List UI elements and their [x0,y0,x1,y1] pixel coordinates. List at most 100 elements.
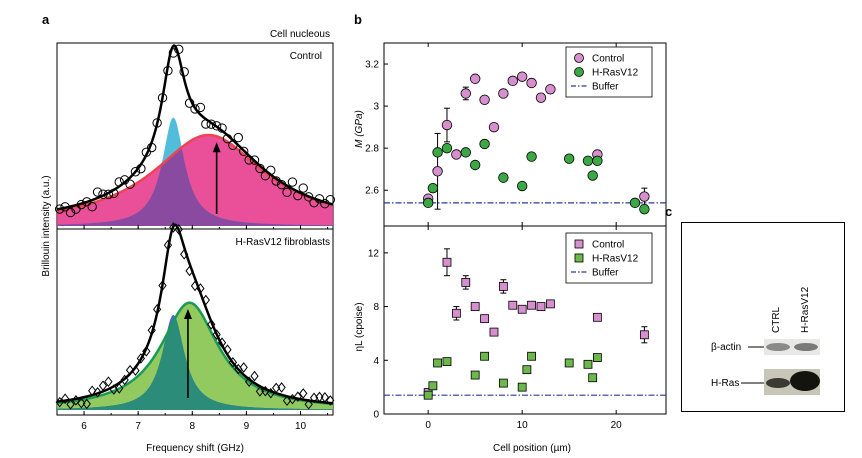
data-point [587,170,598,181]
spectrum-y-axis-label: Brillouin intensity (a.u.) [41,175,52,276]
spectrum-data-point [287,177,298,187]
legend-label: H-RasV12 [592,68,639,79]
data-point [545,299,555,309]
legend-marker [574,253,584,263]
panel-label-b: b [354,12,362,27]
data-point [422,197,434,209]
spectrum-arrow-head [212,142,221,153]
data-point [564,358,574,368]
modulus-chart: 2.6 2.8 3 3.2 Control H-RasV12 Buffer [365,42,667,227]
spectrum-peak-broad [57,135,333,226]
spectrum-data-point [60,393,70,405]
spectrum-data-point [66,398,75,410]
data-point [508,300,518,310]
spectrum-data-point [250,370,259,382]
blot-band-actin-ctrl [766,343,790,351]
spectrum-data-point [298,183,308,193]
spectrum-data-point [92,187,103,197]
scatter-y-tick-label: 3.2 [365,60,379,71]
spectrum-fit-curve [56,44,334,211]
legend-marker [574,67,584,77]
data-point [442,257,452,267]
spectrum-broad-envelope [56,301,334,406]
data-point [441,119,453,131]
spectrum-x-axis-label: Frequency shift (GHz) [146,443,244,454]
viscosity-chart: 0 4 8 12 0 10 20 Control H-RasV12 Buffer [368,225,667,431]
panel-label-a: a [42,12,50,27]
legend-marker [574,53,584,63]
scatter-y-tick-label: 4 [373,356,379,367]
spectrum-data-point [233,132,243,143]
data-point [451,149,462,160]
modulus-y-axis-label: M (GPa) [354,110,365,148]
spectrum-peak-overlap [57,147,333,226]
blot-band-actin-hras [794,343,818,351]
spectrum-title-cell-nucleous: Cell nucleous [270,29,330,40]
data-point [432,166,443,177]
scatter-y-tick-label: 8 [373,302,379,313]
data-point [498,378,508,388]
data-point [442,357,452,367]
spectrum-data-point [299,388,308,399]
data-point [460,88,471,99]
scatter-y-tick-label: 3 [373,102,379,113]
spectrum-subtitle-control: Control [290,51,322,62]
western-blot: CTRL H-RasV12 β-actin H-Ras [681,222,845,412]
spectrum-data-point [239,146,249,157]
data-point [535,92,547,103]
scatter-x-tick-label: 0 [425,420,431,431]
spectrum-data-point [115,383,124,394]
blot-row-h-ras: H-Ras [711,378,739,389]
data-point [470,370,480,380]
blot-band-hras-hrasv12 [790,371,820,391]
scatter-y-tick-label: 0 [373,410,379,421]
data-point [469,159,481,171]
brillouin-spectrum-control [55,42,335,230]
panel-label-c: c [665,204,672,219]
data-point [563,153,575,164]
spectrum-data-point [104,376,113,387]
data-point [527,351,536,361]
legend-label: H-RasV12 [592,254,639,265]
spectrum-data-point [304,398,313,410]
data-point [517,382,527,392]
blot-column-hrasv12: H-RasV12 [800,286,811,333]
data-point [526,151,537,162]
spectrum-x-tick-label: 9 [244,421,250,432]
data-point [498,282,508,291]
scatter-plot-frame [383,225,667,415]
data-point [507,75,518,87]
spectrum-data-point [211,121,222,131]
spectrum-data-point [293,391,302,402]
spectrum-data-point [130,167,141,177]
data-point [629,197,641,209]
spectrum-data-point [125,179,135,189]
spectrum-peak-overlap [57,318,333,410]
brillouin-spectrum-hrasv12: 6 7 8 9 10 [55,222,335,432]
data-point [517,304,527,314]
spectrum-data-point [206,119,216,129]
data-point [451,308,461,318]
spectrum-data-point [65,207,76,218]
spectrum-data-point [87,202,97,212]
data-point [441,142,453,154]
legend-label: Control [592,54,624,65]
legend-label: Control [592,240,624,251]
legend-label-buffer: Buffer [592,82,619,93]
spectrum-plot-frame [56,228,334,416]
data-point [488,121,500,133]
data-point [592,312,602,322]
data-point [526,77,537,89]
spectrum-peak-broad [57,302,333,410]
spectrum-data-point [142,345,151,357]
spectrum-data-point [77,397,86,409]
data-point [433,358,442,368]
spectrum-data-point [82,398,91,410]
data-point [639,191,650,202]
data-point [639,330,649,340]
data-point [460,147,471,158]
position-x-axis-label: Cell position (µm) [493,443,571,454]
viscosity-y-axis-label: ηL (cpoise) [354,302,365,351]
data-point [516,180,528,192]
data-point [527,300,536,310]
